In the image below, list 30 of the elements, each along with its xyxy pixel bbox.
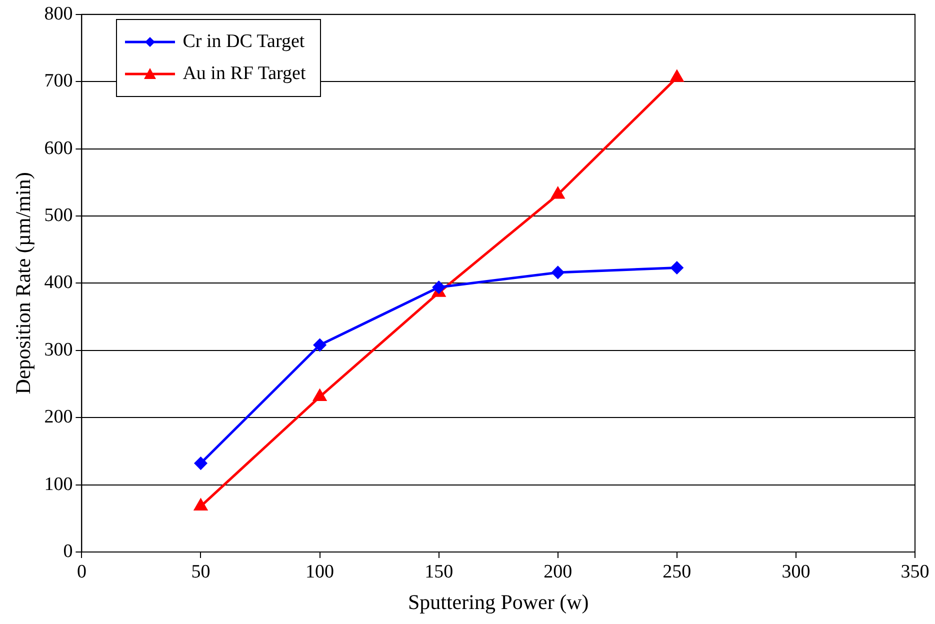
- x-tick-label: 250: [662, 561, 692, 582]
- y-tick-label: 600: [44, 138, 73, 159]
- x-tick-label: 300: [782, 561, 810, 582]
- y-tick-label: 400: [44, 272, 73, 294]
- x-tick-label: 100: [306, 561, 334, 582]
- point: [314, 338, 326, 352]
- x-tick-label: 200: [544, 561, 572, 582]
- y-tick-label: 100: [44, 474, 73, 495]
- point: [551, 187, 564, 199]
- x-tick-label: 350: [900, 561, 930, 582]
- point: [432, 280, 446, 294]
- y-tick-label: 300: [44, 339, 73, 360]
- y-tick-label: 0: [63, 540, 73, 562]
- y-tick-label: 700: [44, 70, 73, 92]
- y-tick-label: 200: [44, 406, 73, 428]
- point: [670, 261, 684, 274]
- y-tick-label: 800: [44, 3, 73, 24]
- x-tick-label: 150: [424, 561, 454, 582]
- point: [194, 499, 208, 511]
- point: [313, 390, 326, 402]
- legend-label: Au in RF Target: [182, 63, 306, 86]
- legend-label: Cr in DC Target: [182, 31, 305, 54]
- point: [670, 70, 684, 82]
- y-tick-label: 500: [44, 204, 73, 226]
- point: [194, 457, 207, 470]
- x-tick-label: 50: [191, 561, 210, 582]
- x-tick-label: 0: [76, 561, 86, 582]
- point: [552, 266, 564, 279]
- x-axis-title: Sputtering Power (w): [408, 590, 589, 614]
- y-axis-title: Deposition Rate (µm/min): [11, 172, 36, 394]
